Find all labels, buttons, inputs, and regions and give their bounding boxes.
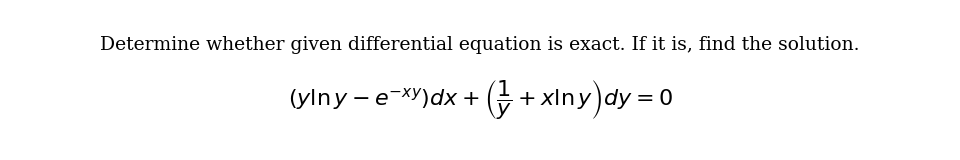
Text: Determine whether given differential equation is exact. If it is, find the solut: Determine whether given differential equ… <box>100 36 860 54</box>
Text: $\left(y\ln y - e^{-xy}\right)dx + \left(\dfrac{1}{y} + x\ln y\right)dy = 0$: $\left(y\ln y - e^{-xy}\right)dx + \left… <box>288 78 672 121</box>
